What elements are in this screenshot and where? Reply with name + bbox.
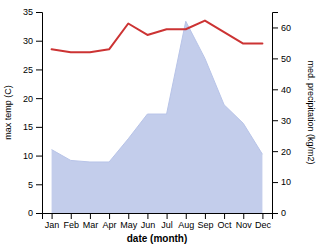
tick: Aug [178,213,194,230]
tick-mark [272,58,278,59]
tick: 30 [272,116,291,126]
tick-mark [262,213,263,219]
tick-mark [243,213,244,219]
tick-label: Nov [236,220,253,230]
x-axis-title: date (month) [127,233,188,244]
tick-label: Aug [178,220,194,230]
tick-label: 40 [281,85,291,95]
tick-mark [36,184,42,185]
tick-label: 50 [281,54,291,64]
tick-mark [272,151,278,152]
tick: 0 [272,208,286,218]
tick: Nov [236,213,253,230]
tick-mark [272,213,278,214]
tick-label: 0 [28,208,33,218]
tick-mark [36,69,42,70]
tick-mark [147,213,148,219]
tick: 20 [23,94,42,104]
tick: 30 [23,36,42,46]
tick: Dec [255,213,272,230]
tick-label: 30 [23,36,33,46]
tick-mark [109,213,110,219]
tick: 20 [272,147,291,157]
y2-axis: 0 10 20 30 40 50 60 [272,13,291,219]
tick-label: 60 [281,23,291,33]
tick-mark [224,213,225,219]
x-axis: JanFeb Mar AprMayJun Jul AugSep OctNovDec [43,213,273,230]
tick: 10 [23,151,42,161]
tick-mark [167,213,168,219]
tick: Jun [141,213,156,230]
tick: Mar [83,213,99,230]
y-axis-title: max temp (C) [3,85,13,140]
tick-label: May [120,220,138,230]
tick: Jan [45,213,60,230]
tick-label: 10 [281,177,291,187]
axis-line [36,13,43,214]
area-edge [52,21,263,162]
tick-mark [36,12,42,13]
tick: Sep [197,213,213,230]
tick-label: Sep [197,220,213,230]
axis-line [273,13,279,214]
area [52,21,263,213]
tick: 15 [23,122,42,132]
tick: Jul [161,213,173,230]
tick: 40 [272,85,291,95]
tick-label: 15 [23,122,33,132]
tick: 10 [272,177,291,187]
tick-label: 10 [23,151,33,161]
tick: 25 [23,65,42,75]
tick: 35 [23,7,42,17]
y2-axis-title: med. precipitation (kg/m2) [306,60,316,164]
tick-mark [128,213,129,219]
tick: 50 [272,54,291,64]
tick: 60 [272,23,291,33]
tick-mark [186,213,187,219]
tick-mark [36,41,42,42]
line [52,21,263,53]
tick: Oct [218,213,233,230]
tick-label: 20 [281,147,291,157]
tick-mark [36,213,42,214]
axis-line [43,214,273,220]
tick-mark [205,213,206,219]
chart: JanFeb Mar AprMayJun Jul AugSep OctNovDec 0 5 10… [0,0,318,247]
tick-mark [272,120,278,121]
tick: May [120,213,138,230]
tick-mark [71,213,72,219]
tick: Feb [63,213,79,230]
tick-mark [36,156,42,157]
tick-mark [36,98,42,99]
marks [52,21,263,213]
tick-mark [52,213,53,219]
tick-mark [272,89,278,90]
tick: Apr [103,213,117,230]
tick-label: 0 [281,208,286,218]
tick: 5 [28,180,42,190]
tick-mark [272,27,278,28]
tick-label: Dec [255,220,272,230]
tick-label: Apr [103,220,117,230]
tick-label: 30 [281,116,291,126]
tick-label: Jan [45,220,60,230]
tick-label: 35 [23,7,33,17]
tick-mark [90,213,91,219]
tick: 0 [28,208,42,218]
tick-label: Feb [63,220,79,230]
tick-label: 20 [23,94,33,104]
tick-label: Oct [218,220,233,230]
tick-label: Jun [141,220,156,230]
tick-mark [272,182,278,183]
tick-label: 5 [28,180,33,190]
y-axis: 0 5 10 15 20 25 30 35 [23,7,43,218]
tick-label: 25 [23,65,33,75]
tick-label: Mar [83,220,99,230]
plot: JanFeb Mar AprMayJun Jul AugSep OctNovDec 0 5 10… [23,7,291,230]
tick-mark [36,127,42,128]
tick-label: Jul [161,220,173,230]
